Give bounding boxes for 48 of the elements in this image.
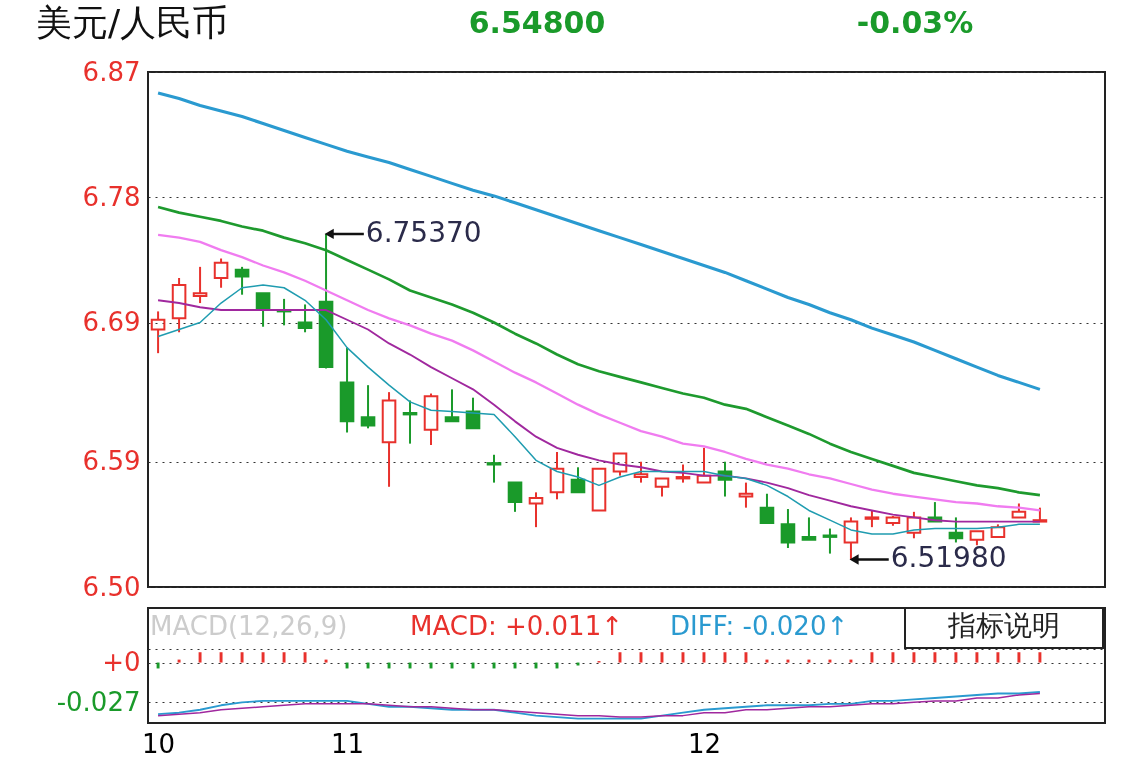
- bar: [261, 652, 265, 663]
- bar: [870, 652, 874, 663]
- bar: [996, 652, 1000, 663]
- bar: [1017, 652, 1021, 663]
- bar: [744, 652, 748, 663]
- x-tick-label: 11: [331, 728, 365, 759]
- candlestick: [843, 516, 859, 561]
- candlestick: [738, 481, 754, 509]
- text: 6.54800: [468, 5, 606, 40]
- bar: [240, 652, 244, 663]
- bar: [891, 652, 895, 663]
- y-tick-label: -0.027: [56, 686, 141, 717]
- bar: [177, 659, 181, 663]
- bar: [786, 659, 790, 663]
- text: -0.03%: [856, 5, 974, 40]
- y-tick-label: 6.50: [82, 571, 141, 602]
- candlestick: [339, 346, 355, 434]
- y-tick-label: +0: [102, 647, 141, 678]
- annotation: MACD: +0.011↑: [410, 611, 623, 641]
- bar: [828, 659, 832, 663]
- bar: [954, 652, 958, 663]
- line-series: [156, 91, 1042, 391]
- y-tick-label: 6.87: [82, 56, 141, 87]
- candlestick: [528, 491, 544, 529]
- bar: [912, 652, 916, 663]
- annotation: 6.75370: [365, 215, 482, 249]
- bar: [975, 652, 979, 663]
- bar: [324, 659, 328, 663]
- x-tick-label: 12: [687, 728, 722, 759]
- candlestick: [780, 508, 796, 550]
- x-tick-label: 10: [142, 728, 176, 759]
- annotation: DIFF: -0.020↑: [670, 611, 849, 641]
- annotation: 6.51980: [890, 541, 1007, 575]
- candlestick: [150, 310, 166, 355]
- chart-title: 美元/人民币: [36, 2, 229, 43]
- bar: [1038, 652, 1042, 663]
- bar: [303, 652, 307, 663]
- bar: [219, 652, 223, 663]
- annotation: 指标说明: [947, 609, 1060, 642]
- bar: [849, 659, 853, 663]
- y-tick-label: 6.78: [82, 181, 141, 212]
- bar: [807, 659, 811, 663]
- y-tick-label: 6.69: [82, 307, 141, 338]
- bar: [765, 659, 769, 663]
- bar: [933, 652, 937, 663]
- y-tick-label: 6.59: [82, 446, 141, 477]
- bar: [198, 652, 202, 663]
- bar: [282, 652, 286, 663]
